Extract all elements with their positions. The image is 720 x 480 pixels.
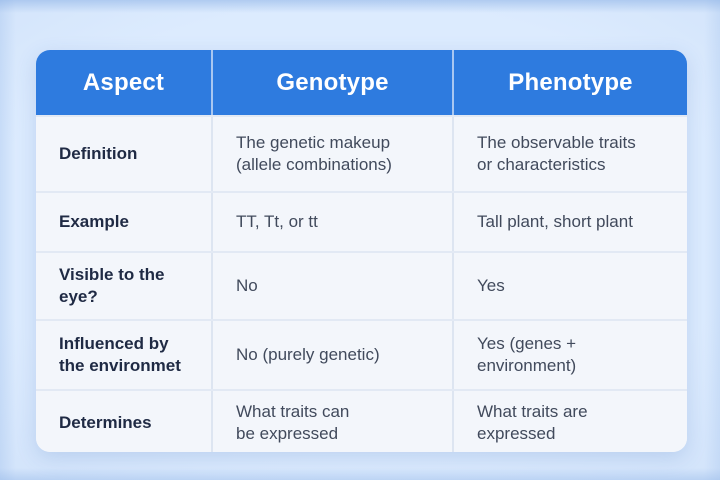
cell-genotype: TT, Tt, or tt [211,193,452,251]
cell-phenotype: Yes (genes + environment) [452,321,687,389]
cell-aspect: Definition [59,143,138,163]
cell-phenotype: Yes [452,253,687,319]
comparison-table-card: Aspect Genotype Phenotype Definition The… [36,50,687,452]
cell-aspect: Influenced by the environmet [59,333,181,375]
cell-genotype: No (purely genetic) [211,321,452,389]
cell-genotype: What traits can be expressed [211,391,452,452]
cell-aspect: Example [59,211,129,231]
table-row-influenced-by-environment: Influenced by the environmet No (purely … [36,319,687,389]
cell-aspect: Visible to the eye? [59,264,165,306]
table-row-visible-to-eye: Visible to the eye? No Yes [36,251,687,319]
cell-genotype: No [211,253,452,319]
table-header-row: Aspect Genotype Phenotype [36,50,687,115]
cell-phenotype: Tall plant, short plant [452,193,687,251]
table-row-determines: Determines What traits can be expressed … [36,389,687,452]
cell-genotype: The genetic makeup (allele combinations) [211,117,452,191]
table-row-example: Example TT, Tt, or tt Tall plant, short … [36,191,687,251]
table-row-definition: Definition The genetic makeup (allele co… [36,115,687,191]
cell-aspect: Determines [59,413,152,433]
header-cell-aspect: Aspect [82,68,165,96]
cell-phenotype: What traits are expressed [452,391,687,452]
header-cell-genotype: Genotype [211,50,452,115]
header-cell-phenotype: Phenotype [452,50,687,115]
cell-phenotype: The observable traits or characteristics [452,117,687,191]
